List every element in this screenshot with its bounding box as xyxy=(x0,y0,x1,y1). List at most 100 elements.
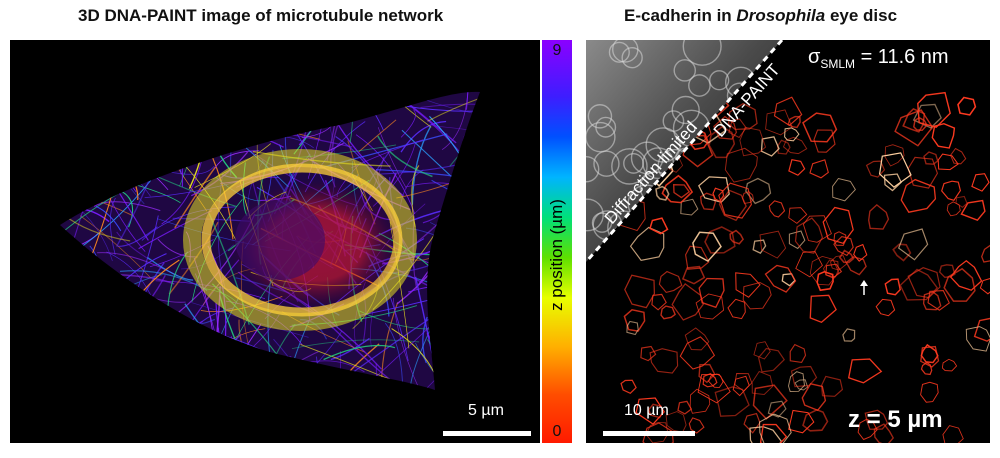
nucleus-inner xyxy=(235,200,325,280)
dna-paint-cell-outline xyxy=(758,413,792,443)
microtubule-fiber xyxy=(79,134,108,159)
diffraction-cell-outline xyxy=(586,121,616,153)
dna-paint-cell-outline xyxy=(749,426,783,443)
dna-paint-cell-outline xyxy=(795,251,823,278)
diffraction-cell-outline xyxy=(685,148,713,176)
dna-paint-cell-outline xyxy=(626,320,639,336)
microtubule-fiber xyxy=(60,103,81,163)
diffraction-cell-outline xyxy=(623,152,644,174)
microtubule-fiber xyxy=(204,374,257,390)
dna-paint-cell-outline xyxy=(724,147,758,183)
dna-paint-cell-outline xyxy=(937,153,959,171)
microtubule-fiber xyxy=(10,326,57,372)
dna-paint-cell-outline xyxy=(873,423,895,443)
microtubule-fiber xyxy=(460,268,480,346)
microtubule-fiber xyxy=(131,356,155,390)
dna-paint-cell-outline xyxy=(743,412,761,434)
diffraction-cell-outline xyxy=(711,135,749,173)
microtubule-fiber xyxy=(134,320,203,355)
microtubule-fiber xyxy=(236,96,356,113)
dna-paint-cell-outline xyxy=(679,336,716,370)
microtubule-fiber xyxy=(60,238,75,292)
dna-paint-cell-outline xyxy=(931,122,956,149)
dna-paint-cell-outline xyxy=(671,283,705,321)
dna-paint-cell-outline xyxy=(883,173,902,192)
microtubule-fiber xyxy=(374,152,480,175)
microtubule-fiber xyxy=(60,245,69,285)
microtubule-fiber xyxy=(83,122,100,156)
dna-paint-cell-outline xyxy=(788,409,815,434)
dna-paint-cell-outline xyxy=(728,118,747,139)
microtubule-fiber xyxy=(168,91,195,133)
dna-paint-cell-outline xyxy=(897,228,929,261)
diffraction-cell-outline xyxy=(645,127,681,163)
microtubule-fiber xyxy=(167,91,176,93)
microtubule-fiber xyxy=(467,268,480,352)
dna-paint-cell-outline xyxy=(727,298,746,320)
dna-paint-cell-outline xyxy=(802,215,832,243)
microtubule-fiber xyxy=(190,98,222,146)
microtubule-fiber xyxy=(358,119,397,152)
microtubule-fiber xyxy=(86,91,187,108)
microtubule-fiber xyxy=(124,91,176,128)
right-title-italic: Drosophila xyxy=(736,6,826,25)
microtubule-fiber xyxy=(10,258,54,348)
microtubule-fiber xyxy=(145,138,180,162)
diffraction-cell-outline xyxy=(682,40,722,66)
microtubule-fiber xyxy=(476,341,480,349)
dna-paint-cell-outline xyxy=(655,185,670,201)
microtubule-fiber xyxy=(356,91,384,97)
dna-paint-cell-outline xyxy=(913,116,928,132)
dna-paint-cell-outline xyxy=(809,159,829,179)
dna-paint-cell-outline xyxy=(845,256,867,276)
dna-paint-cell-outline xyxy=(732,375,750,397)
microtubule-fiber xyxy=(60,219,80,357)
dna-paint-cell-outline xyxy=(971,173,990,192)
dna-paint-cell-outline xyxy=(833,231,847,246)
microtubule-fiber xyxy=(420,103,480,115)
microtubule-fiber xyxy=(150,91,247,128)
right-title-suffix: eye disc xyxy=(825,6,898,25)
dna-paint-cell-outline xyxy=(900,178,937,213)
dna-paint-cell-outline xyxy=(809,294,837,324)
microtubule-fiber xyxy=(109,197,116,255)
diffraction-cell-outline xyxy=(608,242,642,262)
dna-paint-cell-outline xyxy=(727,102,758,131)
dna-paint-cell-outline xyxy=(920,361,933,376)
diffraction-cell-outline xyxy=(621,47,643,69)
diffraction-cell-outline xyxy=(708,160,735,186)
microtubule-fiber xyxy=(62,320,101,336)
microtubule-fiber xyxy=(148,363,243,365)
microtubule-fiber xyxy=(238,356,298,369)
microtubule-fiber xyxy=(100,95,152,119)
dna-paint-cell-outline xyxy=(820,375,844,397)
microtubule-fiber xyxy=(104,125,137,193)
microtubule-fiber xyxy=(117,226,158,247)
dna-paint-cell-outline xyxy=(759,230,787,259)
microtubule-fiber xyxy=(60,166,76,176)
right-title-prefix: E-cadherin in xyxy=(624,6,737,25)
microtubule-fiber xyxy=(323,344,396,361)
microtubule-fiber xyxy=(94,309,146,348)
dna-paint-cell-outline xyxy=(865,160,886,178)
microtubule-fiber xyxy=(211,380,233,390)
microtubule-fiber xyxy=(96,373,173,387)
dna-paint-cell-outline xyxy=(894,109,934,147)
dna-paint-cell-outline xyxy=(899,268,939,301)
microtubule-fiber xyxy=(429,222,480,289)
microtubule-fiber xyxy=(60,346,129,358)
sigma-symbol: σ xyxy=(808,46,821,68)
microtubule-fiber xyxy=(120,91,185,100)
microtubule-fiber xyxy=(10,158,53,198)
microtubule-fiber xyxy=(119,91,164,95)
microtubule-fiber xyxy=(372,363,377,390)
microtubule-fiber xyxy=(442,274,480,311)
dna-paint-cell-outline xyxy=(813,129,836,153)
dna-paint-cell-outline xyxy=(878,152,912,188)
microtubule-fiber xyxy=(91,309,117,348)
microtubule-fiber xyxy=(125,102,171,134)
microtubule-fiber xyxy=(198,385,327,390)
diffraction-cell-outline xyxy=(611,148,648,185)
microtubule-fiber xyxy=(255,91,292,128)
microtubule-fiber xyxy=(140,336,228,384)
